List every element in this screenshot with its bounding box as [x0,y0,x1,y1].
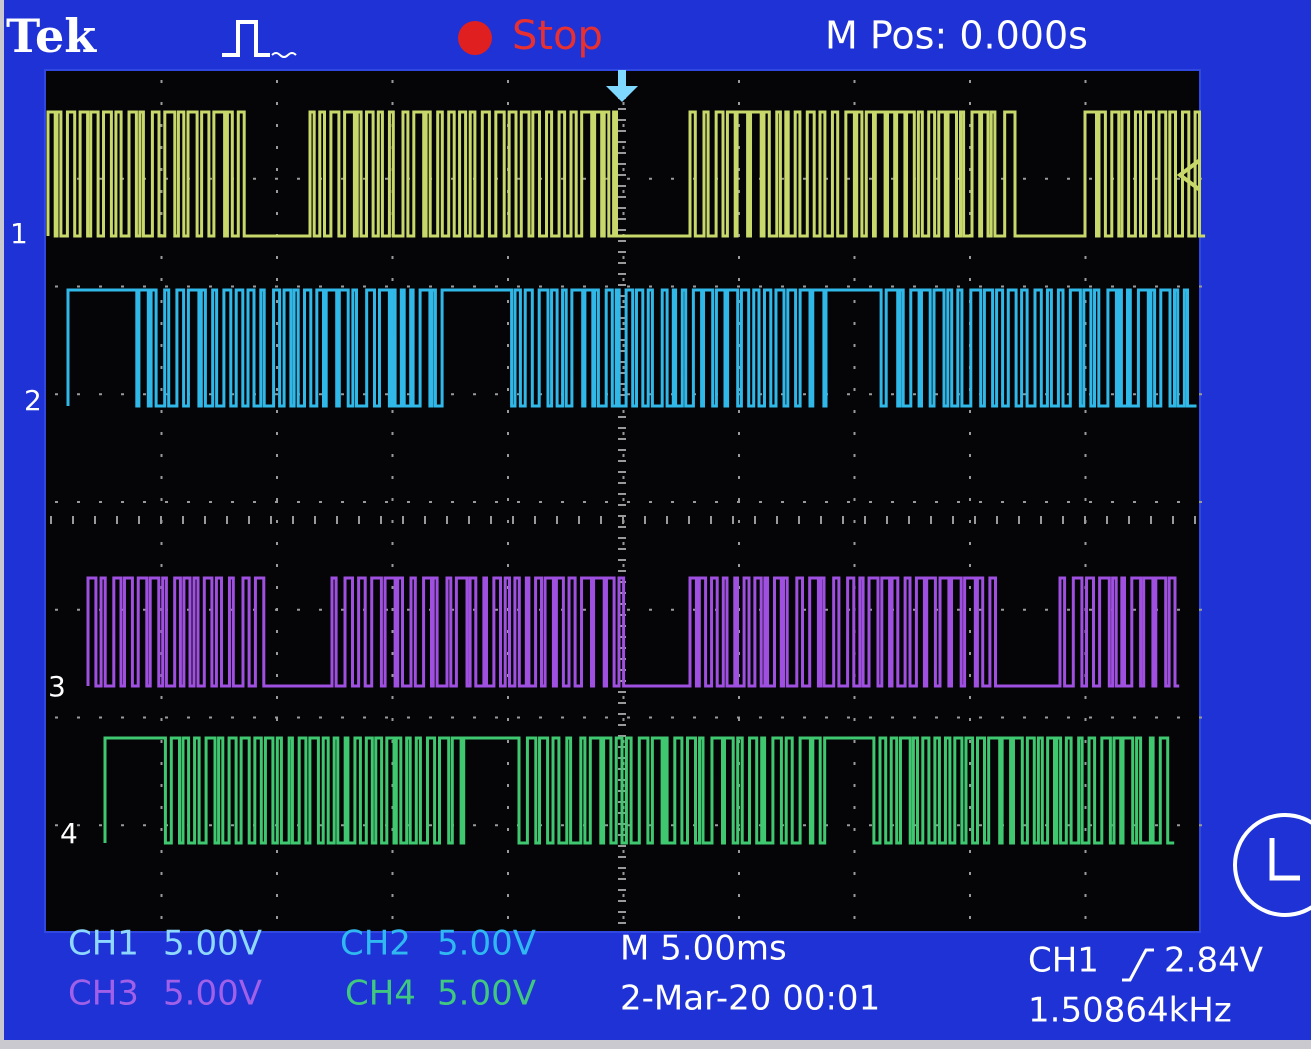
trigger-source: CH1 [1028,941,1099,981]
channel-scale: 5.00V [437,924,536,964]
channel-label: CH1 [68,924,139,964]
trigger-frequency: 1.50864kHz [1028,991,1232,1031]
run-status: Stop [512,13,603,59]
channel-scale: 5.00V [437,974,536,1014]
channel-marker: 3 [48,670,66,703]
channel-marker: 4 [60,817,78,850]
brand: Tek [6,9,97,63]
horizontal-position: M Pos: 0.000s [825,14,1088,58]
channel-label: CH4 [345,974,416,1014]
channel-scale: 5.00V [163,974,262,1014]
channel-marker: 1 [10,217,28,250]
stop-indicator [458,21,492,55]
channel-marker: 2 [24,384,42,417]
channel-label: CH2 [340,924,411,964]
waveform [105,738,1174,843]
channel-label: CH3 [68,974,139,1014]
trigger-level: 2.84V [1164,941,1263,981]
waveform [68,290,1197,406]
timebase: M 5.00ms [620,929,787,969]
oscilloscope-screen: Tek Stop M Pos: 0.000s 1 2 3 4 CH1 5.00V… [0,0,1311,1049]
channel-scale: 5.00V [163,924,262,964]
timestamp: 2-Mar-20 00:01 [620,979,880,1019]
